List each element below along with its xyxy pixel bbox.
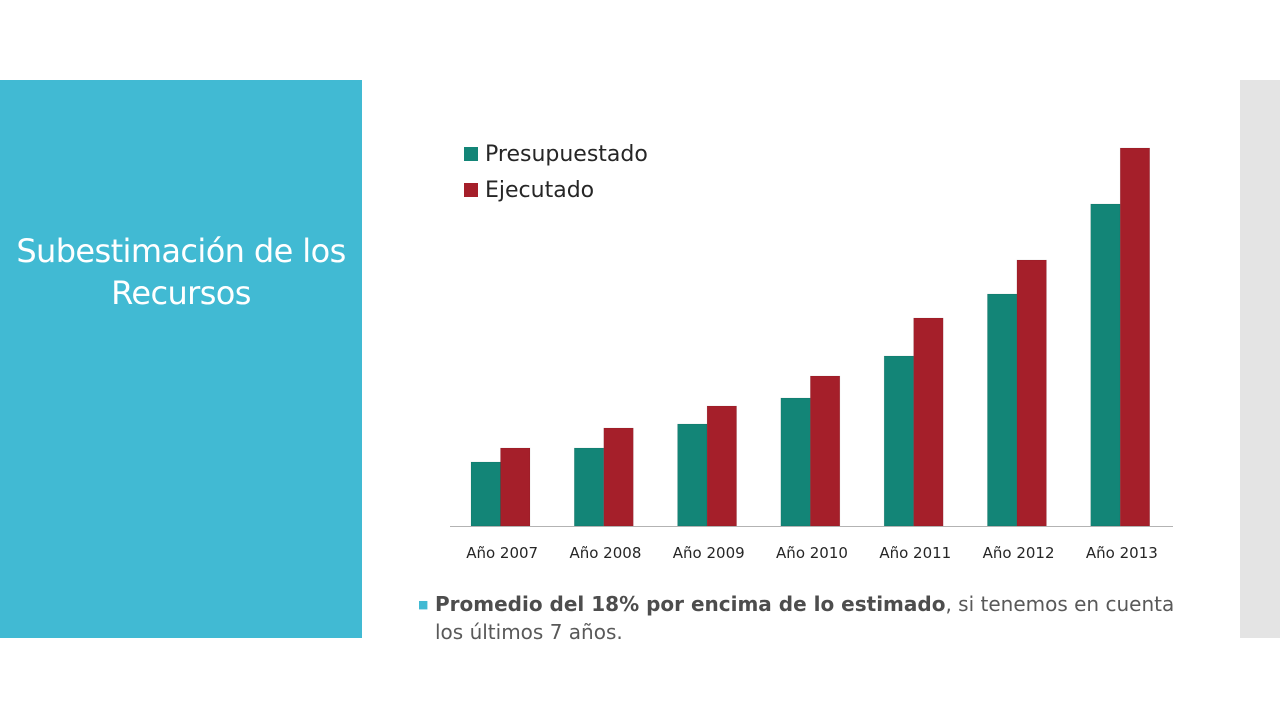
x-tick-label: Año 2007 [466,544,538,562]
x-tick-label: Año 2012 [983,544,1055,562]
side-panel [0,80,362,638]
legend-swatch-presupuestado [464,147,478,161]
bar-presupuestado-6 [987,293,1018,527]
bullet-icon: ■ [418,598,429,611]
summary-bold: Promedio del 18% por encima de lo estima… [435,592,946,616]
x-tick-label: Año 2010 [776,544,848,562]
bar-ejecutado-7 [1119,147,1151,527]
bar-ejecutado-1 [500,447,531,527]
bar-ejecutado-6 [1016,259,1047,527]
right-decorative-strip [1240,80,1280,638]
bar-presupuestado-4 [780,397,811,527]
summary-text: Promedio del 18% por encima de lo estima… [435,590,1175,646]
bar-ejecutado-3 [706,405,737,527]
slide-title: Subestimación de los Recursos [16,232,346,313]
x-tick-label: Año 2011 [879,544,951,562]
bar-ejecutado-2 [603,427,634,527]
x-tick-label: Año 2008 [569,544,641,562]
legend-swatch-ejecutado [464,183,478,197]
bar-presupuestado-3 [677,423,708,527]
legend-label-ejecutado: Ejecutado [485,178,594,203]
bar-ejecutado-5 [913,317,944,527]
bar-presupuestado-5 [883,355,914,527]
summary-rest: , si tenemos en cuenta los últimos 7 año… [435,592,1175,644]
x-tick-label: Año 2009 [673,544,745,562]
bar-presupuestado-2 [573,447,605,527]
bar-presupuestado-1 [470,461,501,527]
legend-label-presupuestado: Presupuestado [485,142,648,167]
x-tick-label: Año 2013 [1086,544,1158,562]
bar-presupuestado-7 [1090,203,1121,527]
bar-ejecutado-4 [810,375,841,527]
